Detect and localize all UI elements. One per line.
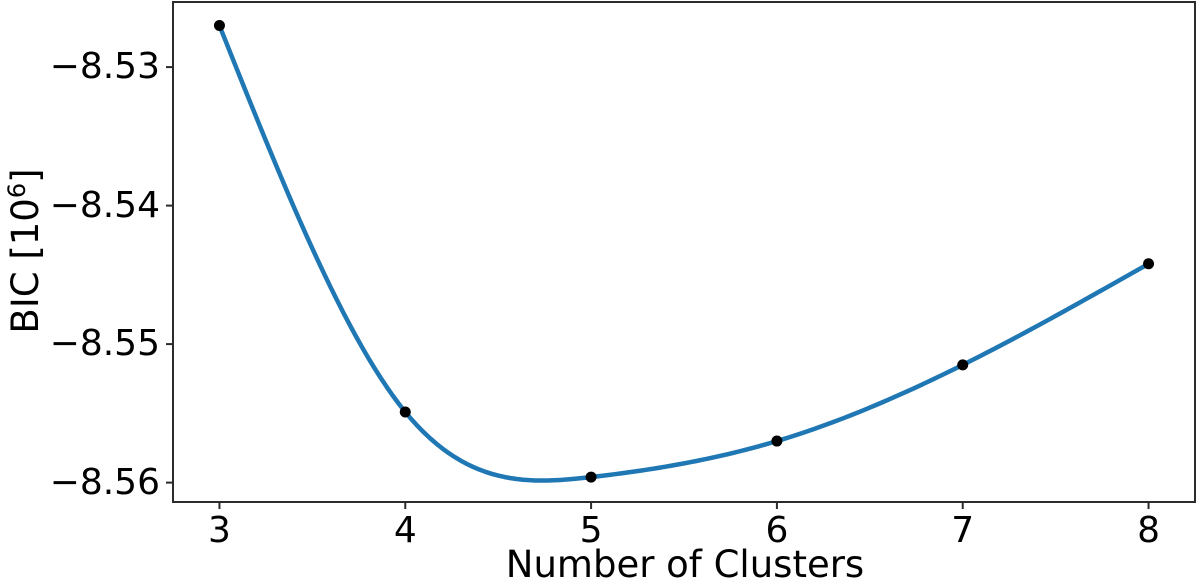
- data-point-7: [957, 359, 969, 371]
- data-point-4: [399, 406, 411, 418]
- x-axis-label: Number of Clusters: [505, 543, 865, 586]
- plot-area-spines: [172, 1, 1196, 503]
- x-tick-label: 8: [1137, 510, 1160, 551]
- x-tick-label: 3: [208, 510, 231, 551]
- bic-curve: [217, 23, 1151, 483]
- y-axis-label-suffix: ]: [4, 168, 47, 183]
- data-point-6: [771, 435, 783, 447]
- data-point-8: [1143, 258, 1155, 270]
- x-tick-label: 6: [765, 510, 789, 551]
- y-tick-label: −8.53: [49, 46, 160, 88]
- data-point-5: [585, 471, 597, 483]
- y-tick-label: −8.56: [49, 461, 160, 503]
- data-point-3: [213, 20, 225, 32]
- x-tick-label: 4: [393, 510, 417, 551]
- y-tick-label: −8.54: [49, 184, 160, 226]
- x-tick-label: 7: [951, 510, 975, 551]
- y-tick-label: −8.55: [49, 323, 160, 365]
- x-tick-label: 5: [579, 510, 603, 551]
